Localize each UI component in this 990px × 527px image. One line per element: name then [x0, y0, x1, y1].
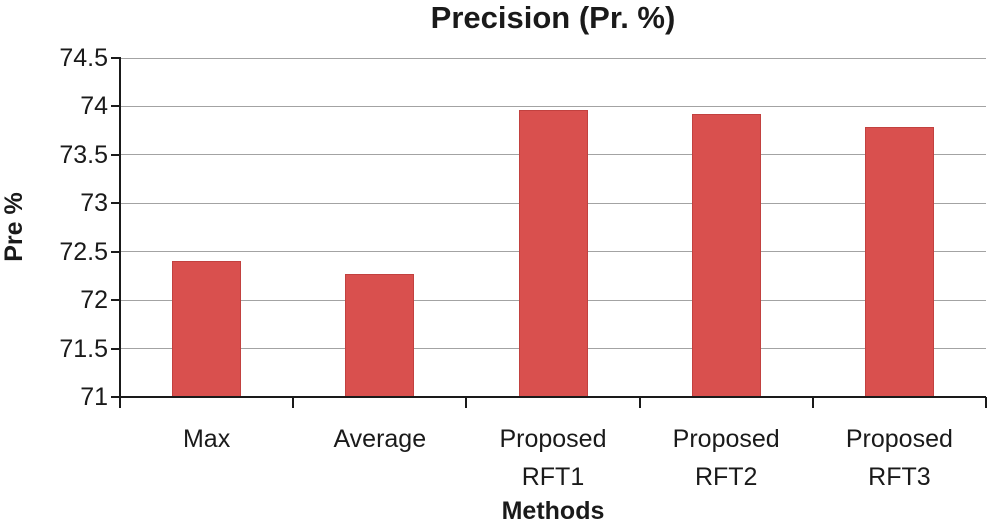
y-tick-label: 72.5 — [59, 237, 108, 266]
x-category-label-line: RFT3 — [868, 463, 931, 491]
x-tick — [465, 397, 468, 408]
bar-proposed-rft1 — [518, 110, 588, 397]
gridline — [120, 57, 986, 59]
y-axis-line — [119, 57, 121, 397]
x-tick — [638, 397, 641, 408]
y-tick — [111, 105, 120, 108]
x-category-label-line: Proposed — [499, 425, 607, 453]
y-tick — [111, 153, 120, 156]
x-category-label-line: RFT2 — [694, 463, 758, 491]
y-tick-label: 73 — [80, 189, 108, 218]
x-category-label-line: RFT1 — [521, 463, 585, 491]
x-tick — [292, 397, 295, 408]
y-tick-label: 71 — [80, 383, 108, 411]
y-tick — [111, 250, 120, 253]
x-tick — [985, 397, 987, 408]
y-tick — [111, 347, 120, 350]
chart-title: Precision (Pr. %) — [430, 0, 676, 35]
y-tick-label: 74.5 — [59, 44, 108, 72]
y-tick — [111, 396, 120, 398]
x-category-label: Average — [293, 420, 466, 458]
x-axis-title: Methods — [501, 497, 605, 525]
y-tick-label: 74 — [80, 92, 108, 121]
y-tick — [111, 57, 120, 59]
x-category-label-line: Max — [182, 425, 231, 453]
y-tick-label: 73.5 — [59, 140, 108, 169]
y-tick-label: 72 — [80, 286, 108, 315]
x-category-label: Proposed RFT1 — [466, 420, 639, 496]
bar-max — [172, 261, 242, 397]
bar-average — [345, 273, 415, 397]
x-category-label-line: Proposed — [845, 425, 953, 453]
x-tick — [119, 397, 121, 408]
y-tick — [111, 202, 120, 205]
y-tick-label: 71.5 — [59, 334, 108, 363]
x-category-label: Proposed RFT2 — [640, 420, 813, 496]
gridline — [120, 105, 986, 107]
x-category-label: Proposed RFT3 — [813, 420, 986, 496]
x-category-label-line: Proposed — [672, 425, 780, 453]
x-axis-line — [119, 396, 986, 398]
x-category-label-line: Average — [333, 425, 427, 453]
x-category-label: Max — [120, 420, 293, 458]
x-tick — [811, 397, 814, 408]
y-tick — [111, 299, 120, 302]
bar-proposed-rft2 — [691, 114, 761, 397]
bar-proposed-rft3 — [864, 126, 934, 397]
